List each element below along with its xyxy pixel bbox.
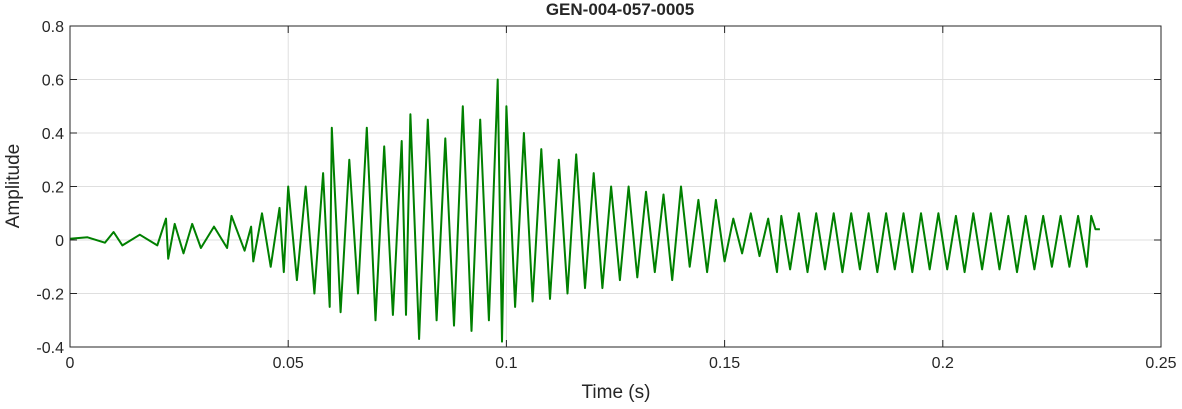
y-tick-label: 0.6: [42, 73, 64, 90]
x-tick-label: 0.25: [1145, 355, 1176, 372]
x-tick-label: 0: [66, 355, 75, 372]
x-axis-label: Time (s): [582, 382, 651, 403]
x-tick-label: 0.2: [932, 355, 954, 372]
y-tick-label: 0.4: [42, 126, 64, 143]
y-tick-label: 0.8: [42, 19, 64, 36]
x-tick-label: 0.05: [273, 355, 304, 372]
ticks: 0 0.05 0.1 0.15 0.2 0.25 -0.4 -0.2 0 0.2 0.4 0.6 0.8: [36, 19, 1176, 372]
x-tick-label: 0.15: [709, 355, 740, 372]
y-tick-label: 0.2: [42, 180, 64, 197]
y-tick-label: -0.4: [36, 340, 64, 357]
chart-title: GEN-004-057-0005: [546, 0, 694, 19]
y-tick-label: 0: [55, 233, 64, 250]
series-layer: [69, 78, 1100, 343]
amplitude-series-line: [69, 78, 1100, 343]
x-tick-label: 0.1: [495, 355, 517, 372]
y-axis-label: Amplitude: [3, 144, 24, 229]
y-tick-label: -0.2: [36, 287, 64, 304]
